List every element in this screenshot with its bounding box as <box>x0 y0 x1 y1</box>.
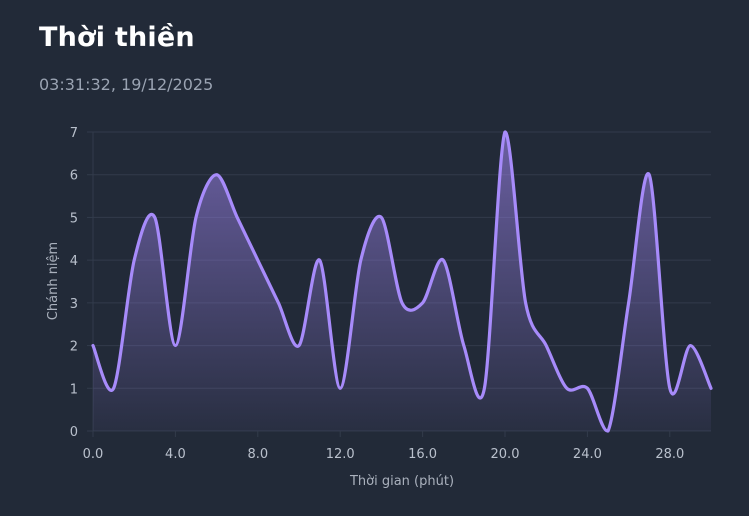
data-point[interactable] <box>276 301 280 305</box>
data-point[interactable] <box>544 344 548 348</box>
x-axis-title: Thời gian (phút) <box>349 474 454 489</box>
series-line <box>91 130 713 433</box>
data-point[interactable] <box>153 215 157 219</box>
data-point[interactable] <box>647 173 651 177</box>
x-tick-label: 28.0 <box>655 447 684 462</box>
timestamp: 03:31:32, 19/12/2025 <box>39 75 214 94</box>
data-point[interactable] <box>297 344 301 348</box>
x-tick-label: 4.0 <box>165 447 186 462</box>
data-point[interactable] <box>524 301 528 305</box>
data-point[interactable] <box>585 386 589 390</box>
y-tick-label: 1 <box>70 382 78 397</box>
y-tick-label: 2 <box>70 340 78 355</box>
axes: 0 1 2 3 4 5 6 7 0.0 4.0 8.0 12.0 16.0 20.0 24.0 28.0 <box>70 126 685 462</box>
data-point[interactable] <box>318 258 322 262</box>
data-point[interactable] <box>627 301 631 305</box>
x-tick-label: 8.0 <box>247 447 268 462</box>
y-tick-label: 7 <box>70 126 78 141</box>
data-point[interactable] <box>565 386 569 390</box>
x-tick-label: 20.0 <box>491 447 520 462</box>
x-tick-label: 12.0 <box>326 447 355 462</box>
data-point[interactable] <box>400 301 404 305</box>
data-point[interactable] <box>688 344 692 348</box>
x-tick-label: 16.0 <box>408 447 437 462</box>
data-point[interactable] <box>91 344 95 348</box>
data-point[interactable] <box>482 386 486 390</box>
data-point[interactable] <box>132 258 136 262</box>
data-point[interactable] <box>338 386 342 390</box>
data-point[interactable] <box>503 130 507 134</box>
data-point[interactable] <box>359 258 363 262</box>
data-point[interactable] <box>606 429 610 433</box>
y-tick-label: 4 <box>70 254 78 269</box>
y-tick-label: 6 <box>70 169 78 184</box>
data-point[interactable] <box>379 215 383 219</box>
area-fill <box>93 131 711 432</box>
data-point[interactable] <box>441 258 445 262</box>
data-point[interactable] <box>256 258 260 262</box>
data-point[interactable] <box>462 344 466 348</box>
data-point[interactable] <box>709 386 713 390</box>
x-tick-label: 24.0 <box>573 447 602 462</box>
x-tick-label: 0.0 <box>83 447 104 462</box>
data-point[interactable] <box>421 301 425 305</box>
y-axis-title: Chánh niệm <box>46 242 61 320</box>
data-point[interactable] <box>173 344 177 348</box>
y-tick-label: 3 <box>70 297 78 312</box>
data-point[interactable] <box>668 386 672 390</box>
data-point[interactable] <box>112 386 116 390</box>
y-tick-label: 5 <box>70 211 78 226</box>
data-point[interactable] <box>215 173 219 177</box>
page-title: Thời thiền <box>39 22 195 53</box>
data-point[interactable] <box>194 215 198 219</box>
y-tick-label: 0 <box>70 425 78 440</box>
data-point[interactable] <box>235 215 239 219</box>
